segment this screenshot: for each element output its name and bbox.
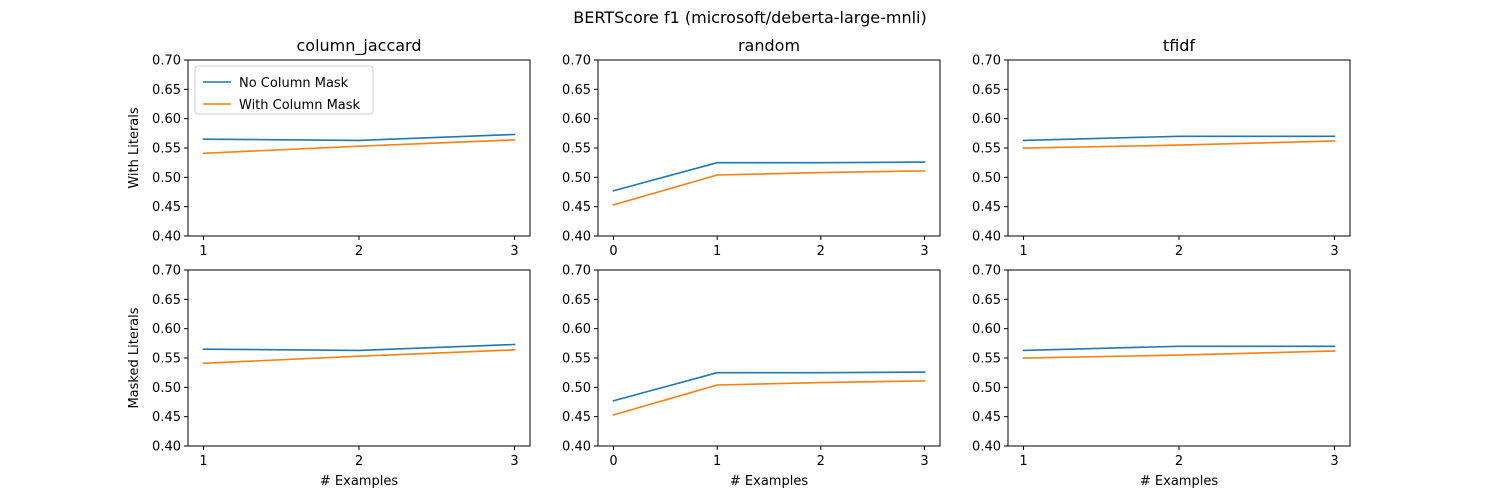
subplot-2-xtick-label-3: 3: [920, 244, 928, 259]
subplot-2: 0.40 0.45 0.50 0.55 0.60 0.65 0.70 0 1 2 3 random: [562, 36, 941, 259]
subplot-4-series-line-1: [202, 343, 516, 352]
subplot-3: 0.40 0.45 0.50 0.55 0.60 0.65 0.70 1 2 3 tfidf: [972, 36, 1351, 259]
subplot-2-ytick-label-4: 0.60: [562, 112, 591, 127]
subplot-6-ytick-label-5: 0.65: [972, 293, 1001, 308]
subplot-1-ytick-label-5: 0.65: [152, 83, 181, 98]
subplot-4-xtick-label-1: 2: [355, 454, 363, 469]
subplot-1-ytick-label-6: 0.70: [152, 54, 181, 69]
subplot-4-ytick-label-2: 0.50: [152, 381, 181, 396]
subplot-2-ytick-label-0: 0.40: [562, 230, 591, 245]
subplot-5-xtick-label-0: 0: [609, 454, 617, 469]
subplot-4-ytick-label-4: 0.60: [152, 322, 181, 337]
subplot-6-ytick-label-4: 0.60: [972, 322, 1001, 337]
subplot-3-ytick-label-4: 0.60: [972, 112, 1001, 127]
subplot-5-ytick-label-0: 0.40: [562, 440, 591, 455]
subplot-5-series-line-1: [612, 371, 926, 402]
subplot-2-xtick-label-2: 2: [817, 244, 825, 259]
subplot-4-xlabel: # Examples: [320, 474, 398, 489]
subplot-4-ylabel: Masked Literals: [127, 307, 142, 408]
subplot-3-ytick-label-6: 0.70: [972, 54, 1001, 69]
subplot-2-series-line-1: [612, 161, 926, 192]
subplot-4-ytick-label-3: 0.55: [152, 352, 181, 367]
subplot-1-legend: No Column Mask With Column Mask: [194, 65, 374, 115]
subplot-2-xtick-label-0: 0: [609, 244, 617, 259]
subplot-6-xtick-label-1: 2: [1175, 454, 1183, 469]
subplot-5-series-line-2: [612, 380, 926, 416]
subplot-2-ytick-label-2: 0.50: [562, 171, 591, 186]
subplot-3-xtick-label-2: 3: [1330, 244, 1338, 259]
subplot-4-ytick-label-5: 0.65: [152, 293, 181, 308]
subplot-1-ytick-label-0: 0.40: [152, 230, 181, 245]
subplot-5-ytick-label-2: 0.50: [562, 381, 591, 396]
subplot-5-xtick-label-1: 1: [713, 454, 721, 469]
subplot-4: 0.40 0.45 0.50 0.55 0.60 0.65 0.70 1 2 3 Masked Li…: [127, 264, 531, 489]
subplot-6-ytick-label-0: 0.40: [972, 440, 1001, 455]
subplot-2-series-line-2: [612, 170, 926, 206]
subplot-6-ytick-label-2: 0.50: [972, 381, 1001, 396]
subplot-6: 0.40 0.45 0.50 0.55 0.60 0.65 0.70 1 2 3 # Example…: [972, 264, 1351, 489]
subplot-2-ytick-label-3: 0.55: [562, 142, 591, 157]
subplot-3-ytick-label-0: 0.40: [972, 230, 1001, 245]
subplot-4-series-line-2: [202, 348, 516, 365]
subplot-1-legend-label-1: No Column Mask: [239, 76, 349, 91]
subplot-3-series-line-2: [1022, 140, 1336, 149]
subplot-6-xtick-label-2: 3: [1330, 454, 1338, 469]
subplot-5: 0.40 0.45 0.50 0.55 0.60 0.65 0.70 0 1 2 3 # Exampl…: [562, 264, 941, 489]
subplot-6-xtick-label-0: 1: [1019, 454, 1027, 469]
subplot-4-xtick-label-2: 3: [510, 454, 518, 469]
subplot-5-ytick-label-5: 0.65: [562, 293, 591, 308]
subplot-1-ytick-label-4: 0.60: [152, 112, 181, 127]
subplot-1-title: column_jaccard: [297, 36, 422, 56]
subplot-5-xlabel: # Examples: [730, 474, 808, 489]
subplot-5-ytick-label-3: 0.55: [562, 352, 591, 367]
subplot-1-xtick-label-0: 1: [199, 244, 207, 259]
subplot-2-title: random: [738, 36, 800, 55]
subplot-1: 0.40 0.45 0.50 0.55 0.60 0.65 0.70 1 2 3 column_ja…: [127, 36, 531, 259]
subplot-5-ytick-label-1: 0.45: [562, 410, 591, 425]
subplot-6-xlabel: # Examples: [1140, 474, 1218, 489]
subplot-3-xtick-label-1: 2: [1175, 244, 1183, 259]
subplot-5-ytick-label-4: 0.60: [562, 322, 591, 337]
subplot-3-ytick-label-2: 0.50: [972, 171, 1001, 186]
subplot-4-ytick-label-6: 0.70: [152, 264, 181, 279]
subplot-1-series-line-2: [202, 138, 516, 155]
subplot-4-ytick-label-0: 0.40: [152, 440, 181, 455]
subplot-3-ytick-label-5: 0.65: [972, 83, 1001, 98]
subplot-grid: 0.40 0.45 0.50 0.55 0.60 0.65 0.70 1 2 3 column_ja…: [127, 36, 1351, 489]
subplot-1-ytick-label-3: 0.55: [152, 142, 181, 157]
subplot-5-xtick-label-2: 2: [817, 454, 825, 469]
subplot-3-ytick-label-1: 0.45: [972, 200, 1001, 215]
subplot-4-ytick-label-1: 0.45: [152, 410, 181, 425]
subplot-1-xtick-label-1: 2: [355, 244, 363, 259]
subplot-6-series-line-2: [1022, 350, 1336, 359]
subplot-2-ytick-label-5: 0.65: [562, 83, 591, 98]
subplot-5-ytick-label-6: 0.70: [562, 264, 591, 279]
subplot-5-xtick-label-3: 3: [920, 454, 928, 469]
subplot-4-xtick-label-0: 1: [199, 454, 207, 469]
subplot-6-series-line-1: [1022, 345, 1336, 352]
subplot-1-ylabel: With Literals: [127, 107, 142, 189]
subplot-3-series-line-1: [1022, 135, 1336, 142]
subplot-1-series-line-1: [202, 133, 516, 142]
subplot-1-ytick-label-1: 0.45: [152, 200, 181, 215]
subplot-6-ytick-label-6: 0.70: [972, 264, 1001, 279]
subplot-2-ytick-label-6: 0.70: [562, 54, 591, 69]
subplot-1-ytick-label-2: 0.50: [152, 171, 181, 186]
subplot-2-ytick-label-1: 0.45: [562, 200, 591, 215]
subplot-1-legend-label-2: With Column Mask: [239, 98, 361, 113]
subplot-6-ytick-label-1: 0.45: [972, 410, 1001, 425]
subplot-3-xtick-label-0: 1: [1019, 244, 1027, 259]
subplot-1-legend-box: [194, 65, 374, 115]
figure-suptitle: BERTScore f1 (microsoft/deberta-large-mn…: [573, 8, 926, 27]
subplot-6-ytick-label-3: 0.55: [972, 352, 1001, 367]
subplot-1-xtick-label-2: 3: [510, 244, 518, 259]
subplot-3-ytick-label-3: 0.55: [972, 142, 1001, 157]
subplot-2-xtick-label-1: 1: [713, 244, 721, 259]
subplot-3-title: tfidf: [1163, 36, 1196, 55]
